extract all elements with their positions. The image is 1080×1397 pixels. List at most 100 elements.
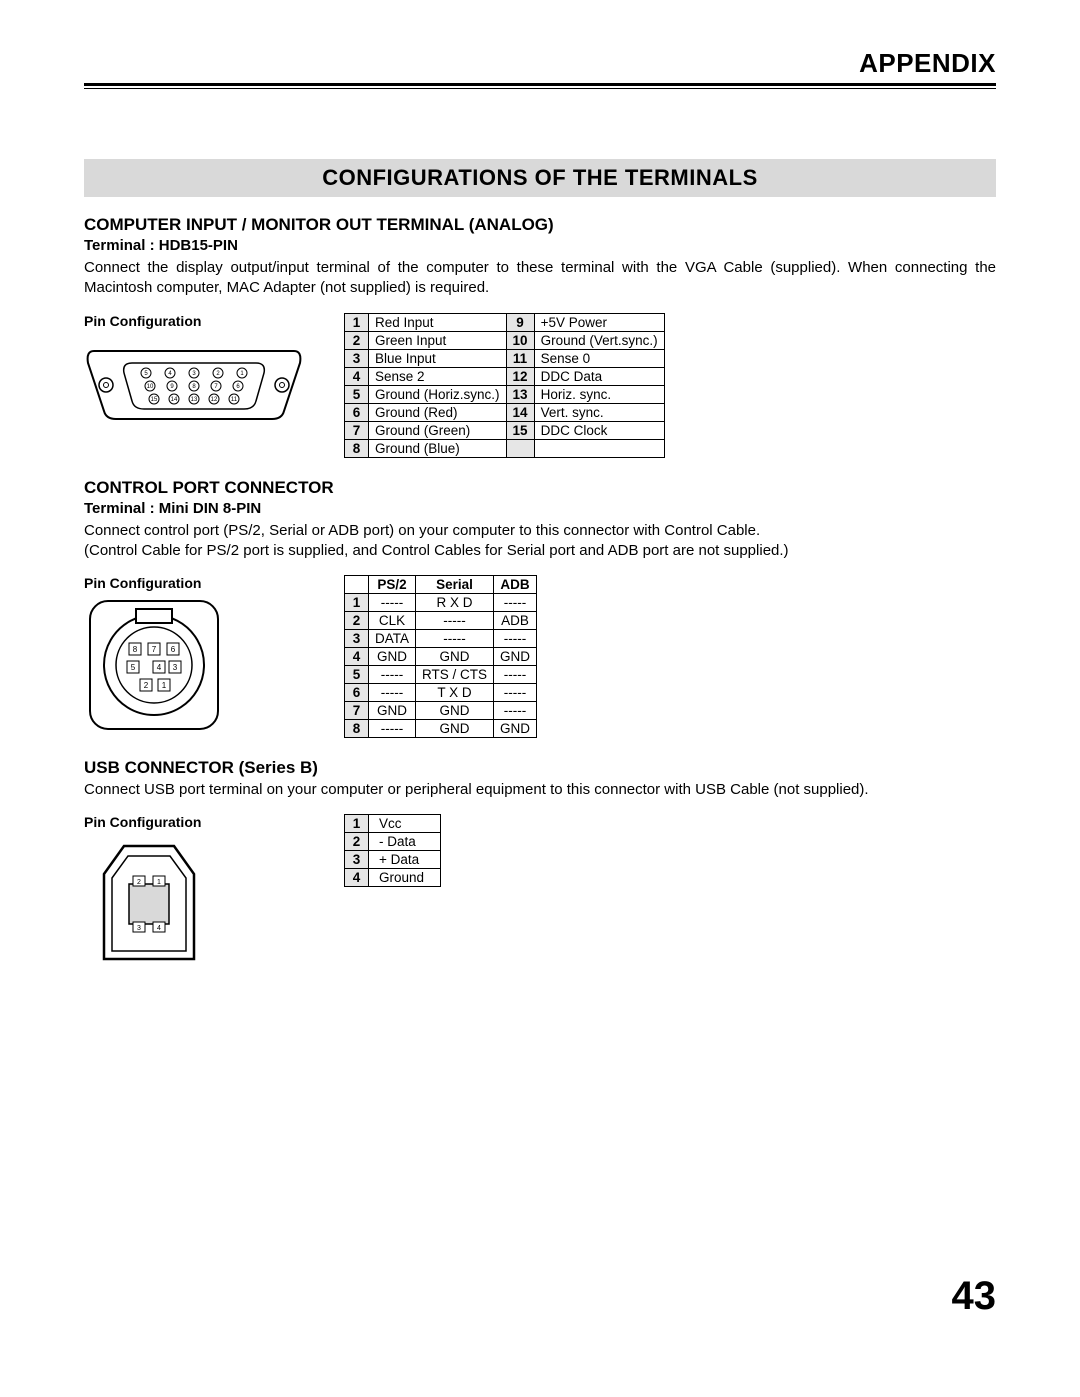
pin-label: ADB	[494, 612, 537, 630]
pin-label: -----	[494, 702, 537, 720]
pin-num: 3	[345, 851, 369, 869]
usb-paragraph: Connect USB port terminal on your comput…	[84, 780, 996, 800]
pin-label: RTS / CTS	[416, 666, 494, 684]
hdb15-pin-table: 1Red Input9+5V Power2Green Input10Ground…	[344, 313, 665, 458]
svg-text:4: 4	[168, 371, 172, 377]
pin-label: Ground (Vert.sync.)	[534, 331, 664, 349]
pin-label: -----	[494, 630, 537, 648]
pin-label: GND	[416, 702, 494, 720]
pin-num: 2	[345, 612, 369, 630]
pin-label: -----	[416, 612, 494, 630]
pin-num: 9	[506, 313, 534, 331]
hdb15-heading: COMPUTER INPUT / MONITOR OUT TERMINAL (A…	[84, 215, 996, 235]
pin-label: DDC Clock	[534, 421, 664, 439]
pin-label: GND	[494, 648, 537, 666]
svg-text:3: 3	[137, 925, 141, 932]
pin-label: R X D	[416, 594, 494, 612]
pin-label: Vert. sync.	[534, 403, 664, 421]
pin-config-label-2: Pin Configuration	[84, 575, 304, 591]
pin-label: Ground (Blue)	[369, 439, 507, 457]
pin-label: - Data	[369, 833, 441, 851]
svg-text:2: 2	[216, 371, 220, 377]
pin-label: -----	[369, 684, 416, 702]
pin-label: -----	[494, 594, 537, 612]
pin-num: 4	[345, 869, 369, 887]
din8-diagram: Pin Configuration 8 7 6 5 4 3 2	[84, 575, 304, 735]
page-number: 43	[84, 1274, 996, 1319]
pin-label: Ground (Red)	[369, 403, 507, 421]
pin-label: DATA	[369, 630, 416, 648]
svg-text:3: 3	[173, 663, 178, 672]
pin-label: Horiz. sync.	[534, 385, 664, 403]
pin-num: 6	[345, 403, 369, 421]
pin-label: -----	[494, 684, 537, 702]
din8-terminal: Terminal : Mini DIN 8-PIN	[84, 500, 996, 517]
svg-text:7: 7	[152, 645, 157, 654]
hdb15-terminal: Terminal : HDB15-PIN	[84, 237, 996, 254]
svg-text:4: 4	[157, 925, 161, 932]
pin-label: Ground (Horiz.sync.)	[369, 385, 507, 403]
pin-label: +5V Power	[534, 313, 664, 331]
din8-para1: Connect control port (PS/2, Serial or AD…	[84, 521, 996, 541]
pin-label: GND	[416, 648, 494, 666]
pin-num: 13	[506, 385, 534, 403]
svg-text:1: 1	[157, 879, 161, 886]
svg-text:2: 2	[144, 681, 149, 690]
pin-num: 1	[345, 815, 369, 833]
svg-text:8: 8	[192, 384, 196, 390]
svg-text:6: 6	[236, 384, 240, 390]
hdb15-paragraph: Connect the display output/input termina…	[84, 258, 996, 299]
din8-para2: (Control Cable for PS/2 port is supplied…	[84, 541, 996, 561]
svg-text:7: 7	[214, 384, 218, 390]
col-header: PS/2	[369, 576, 416, 594]
pin-label: Blue Input	[369, 349, 507, 367]
pin-label: GND	[369, 702, 416, 720]
pin-config-label: Pin Configuration	[84, 313, 304, 329]
pin-label: -----	[416, 630, 494, 648]
pin-num: 10	[506, 331, 534, 349]
pin-num: 6	[345, 684, 369, 702]
pin-num: 2	[345, 331, 369, 349]
svg-text:10: 10	[147, 384, 154, 390]
pin-config-label-3: Pin Configuration	[84, 814, 304, 830]
svg-text:11: 11	[231, 397, 238, 403]
svg-text:9: 9	[170, 384, 174, 390]
svg-text:8: 8	[133, 645, 138, 654]
hdb15-diagram: Pin Configuration 5 4 3 2	[84, 313, 304, 433]
svg-text:1: 1	[162, 681, 167, 690]
col-header: Serial	[416, 576, 494, 594]
pin-num: 4	[345, 367, 369, 385]
pin-label: CLK	[369, 612, 416, 630]
pin-num: 5	[345, 385, 369, 403]
pin-label: Ground	[369, 869, 441, 887]
header-rule-thin	[84, 88, 996, 89]
svg-text:6: 6	[171, 645, 176, 654]
col-header: ADB	[494, 576, 537, 594]
pin-label: GND	[369, 648, 416, 666]
usb-heading: USB CONNECTOR (Series B)	[84, 758, 996, 778]
pin-num: 2	[345, 833, 369, 851]
svg-text:15: 15	[151, 397, 158, 403]
svg-text:3: 3	[192, 371, 196, 377]
svg-text:5: 5	[131, 663, 136, 672]
svg-text:14: 14	[171, 397, 178, 403]
pin-num: 8	[345, 720, 369, 738]
svg-text:5: 5	[144, 371, 148, 377]
svg-text:12: 12	[211, 397, 218, 403]
pin-num: 3	[345, 630, 369, 648]
pin-num: 14	[506, 403, 534, 421]
pin-label: -----	[494, 666, 537, 684]
pin-label: Green Input	[369, 331, 507, 349]
din8-pin-table: PS/2SerialADB1-----R X D-----2CLK-----AD…	[344, 575, 537, 738]
din8-heading: CONTROL PORT CONNECTOR	[84, 478, 996, 498]
pin-label: Red Input	[369, 313, 507, 331]
pin-num: 15	[506, 421, 534, 439]
pin-label	[534, 439, 664, 457]
pin-num: 1	[345, 594, 369, 612]
pin-label: Ground (Green)	[369, 421, 507, 439]
section-band: CONFIGURATIONS OF THE TERMINALS	[84, 159, 996, 197]
pin-label: Sense 2	[369, 367, 507, 385]
svg-text:1: 1	[240, 371, 244, 377]
svg-text:4: 4	[157, 663, 162, 672]
pin-num: 7	[345, 421, 369, 439]
